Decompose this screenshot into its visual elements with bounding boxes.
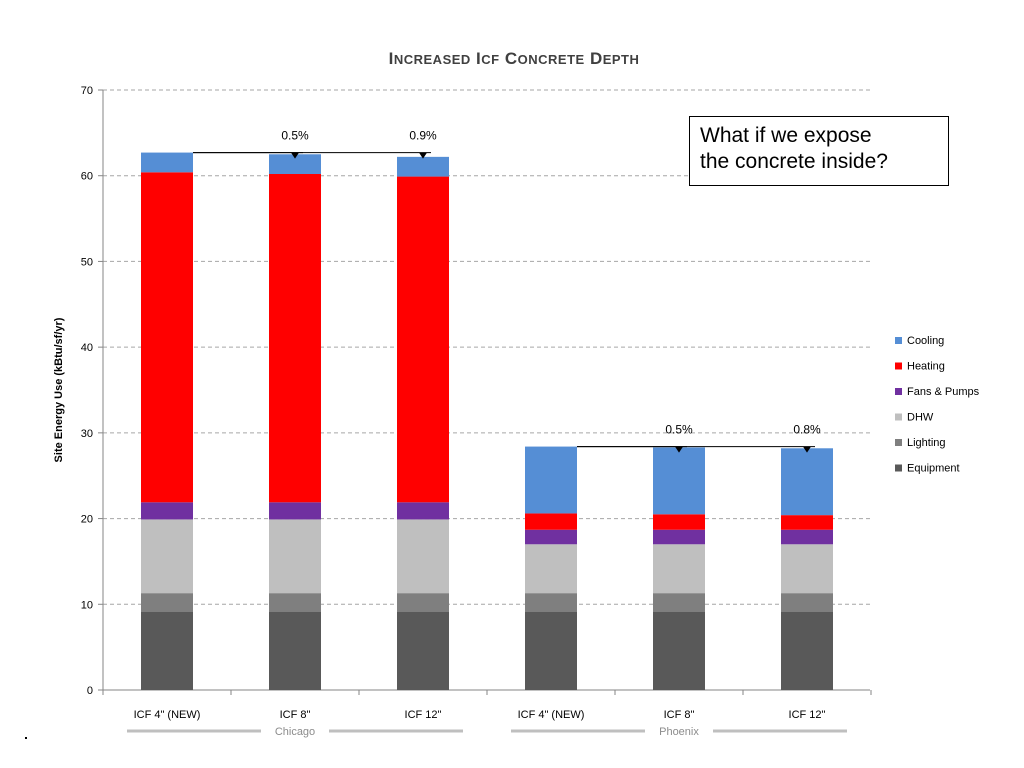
annotation-arrow <box>803 446 811 453</box>
bar-segment-equipment <box>269 612 321 690</box>
bar-segment-fans-pumps <box>525 529 577 545</box>
bar-segment-heating <box>397 176 449 503</box>
annotation-label: 0.5% <box>281 129 309 143</box>
bar-segment-dhw <box>269 519 321 594</box>
bar-segment-lighting <box>141 593 193 612</box>
bar-segment-lighting <box>269 593 321 612</box>
legend-label: Lighting <box>907 437 946 449</box>
callout-line-1: What if we expose <box>700 124 872 147</box>
group-labels: Chicago Phoenix <box>127 726 847 738</box>
annotation-label: 0.5% <box>665 423 693 437</box>
y-tick-label: 10 <box>81 599 93 611</box>
bar-segment-lighting <box>653 593 705 612</box>
group-label: Chicago <box>275 726 315 738</box>
legend-label: Cooling <box>907 335 944 347</box>
y-tick-label: 50 <box>81 256 93 268</box>
legend-label: Fans & Pumps <box>907 386 980 398</box>
bar-segment-heating <box>141 172 193 503</box>
legend-label: Equipment <box>907 463 960 475</box>
bar-segment-cooling <box>653 447 705 515</box>
category-label: ICF 12" <box>405 709 442 721</box>
bar-segment-dhw <box>653 544 705 594</box>
bar-segment-fans-pumps <box>397 502 449 520</box>
annotation-arrow <box>419 152 427 159</box>
legend-label: DHW <box>907 412 934 424</box>
y-tick-label: 70 <box>81 85 93 97</box>
bar-segment-cooling <box>781 448 833 516</box>
y-tick-label: 60 <box>81 171 93 183</box>
bar-segment-equipment <box>781 612 833 690</box>
chart-title: INCREASED ICF CONCRETE DEPTH <box>389 49 640 68</box>
legend: Cooling Heating Fans & Pumps DHW Lighting Equ… <box>895 335 980 475</box>
y-axis-label: Site Energy Use (kBtu/sf/yr) <box>53 317 65 462</box>
group-label: Phoenix <box>659 726 699 738</box>
bar-segment-fans-pumps <box>269 502 321 520</box>
bar-segment-heating <box>525 513 577 530</box>
y-tick-label: 40 <box>81 342 93 354</box>
bars <box>141 152 833 690</box>
bar-segment-cooling <box>525 446 577 514</box>
annotation-label: 0.9% <box>409 129 437 143</box>
bar-segment-lighting <box>397 593 449 612</box>
bar-segment-fans-pumps <box>141 502 193 520</box>
annotation-arrow <box>291 152 299 159</box>
annotation-arrow <box>675 446 683 453</box>
category-label: ICF 12" <box>789 709 826 721</box>
axes: 0 10 20 30 40 50 60 70 <box>81 85 872 697</box>
bar-segment-lighting <box>781 593 833 612</box>
bar-segment-equipment <box>525 612 577 690</box>
bar-segment-lighting <box>525 593 577 612</box>
callout-box: What if we expose the concrete inside? <box>689 116 949 186</box>
bar-segment-cooling <box>269 154 321 174</box>
legend-swatch <box>895 464 902 472</box>
annotations: 0.5% 0.9% 0.5% 0.8% <box>193 129 821 453</box>
annotation-label: 0.8% <box>793 423 821 437</box>
bar-segment-heating <box>653 514 705 530</box>
y-tick-label: 0 <box>87 685 93 697</box>
bar-segment-cooling <box>141 152 193 173</box>
bar-segment-heating <box>781 515 833 530</box>
y-tick-label: 30 <box>81 428 93 440</box>
legend-swatch <box>895 337 902 344</box>
slide-marker <box>25 737 27 739</box>
legend-swatch <box>895 413 902 421</box>
bar-segment-cooling <box>397 156 449 177</box>
category-label: ICF 8" <box>664 709 695 721</box>
legend-swatch <box>895 362 902 370</box>
category-label: ICF 4" (NEW) <box>518 709 585 721</box>
bar-segment-fans-pumps <box>653 529 705 545</box>
bar-segment-fans-pumps <box>781 529 833 545</box>
legend-swatch <box>895 439 902 446</box>
bar-segment-equipment <box>397 612 449 690</box>
bar-segment-dhw <box>781 544 833 594</box>
category-label: ICF 8" <box>280 709 311 721</box>
callout-line-2: the concrete inside? <box>700 150 888 173</box>
bar-segment-dhw <box>141 519 193 594</box>
bar-segment-equipment <box>141 612 193 690</box>
category-labels: ICF 4" (NEW) ICF 8" ICF 12" ICF 4" (NEW) ICF… <box>134 709 826 721</box>
bar-segment-dhw <box>525 544 577 594</box>
bar-segment-equipment <box>653 612 705 690</box>
category-label: ICF 4" (NEW) <box>134 709 201 721</box>
bar-segment-dhw <box>397 519 449 594</box>
legend-label: Heating <box>907 361 945 373</box>
y-tick-label: 20 <box>81 514 93 526</box>
legend-swatch <box>895 388 902 395</box>
bar-segment-heating <box>269 174 321 503</box>
